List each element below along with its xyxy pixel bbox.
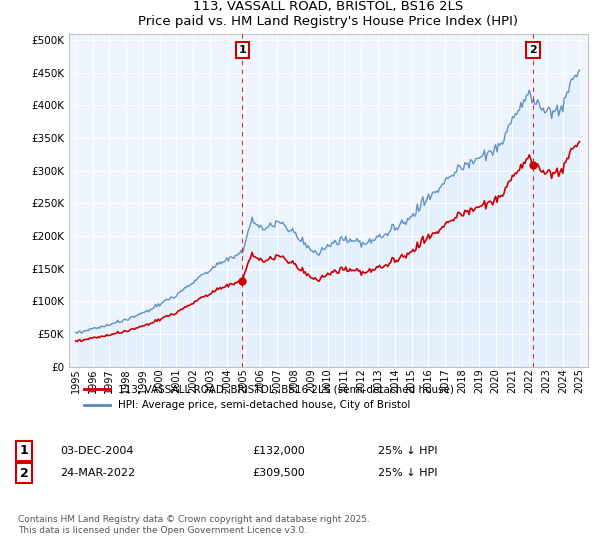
Text: £309,500: £309,500 [252,468,305,478]
Text: 1: 1 [238,45,246,55]
Title: 113, VASSALL ROAD, BRISTOL, BS16 2LS
Price paid vs. HM Land Registry's House Pri: 113, VASSALL ROAD, BRISTOL, BS16 2LS Pri… [139,0,518,28]
Text: £132,000: £132,000 [252,446,305,456]
Text: 25% ↓ HPI: 25% ↓ HPI [378,446,437,456]
Text: 24-MAR-2022: 24-MAR-2022 [60,468,135,478]
Text: 03-DEC-2004: 03-DEC-2004 [60,446,133,456]
Text: 25% ↓ HPI: 25% ↓ HPI [378,468,437,478]
Text: 2: 2 [20,466,28,480]
Text: 2: 2 [529,45,537,55]
Text: 1: 1 [20,444,28,458]
Text: Contains HM Land Registry data © Crown copyright and database right 2025.
This d: Contains HM Land Registry data © Crown c… [18,515,370,535]
Legend: 113, VASSALL ROAD, BRISTOL, BS16 2LS (semi-detached house), HPI: Average price, : 113, VASSALL ROAD, BRISTOL, BS16 2LS (se… [79,381,458,414]
